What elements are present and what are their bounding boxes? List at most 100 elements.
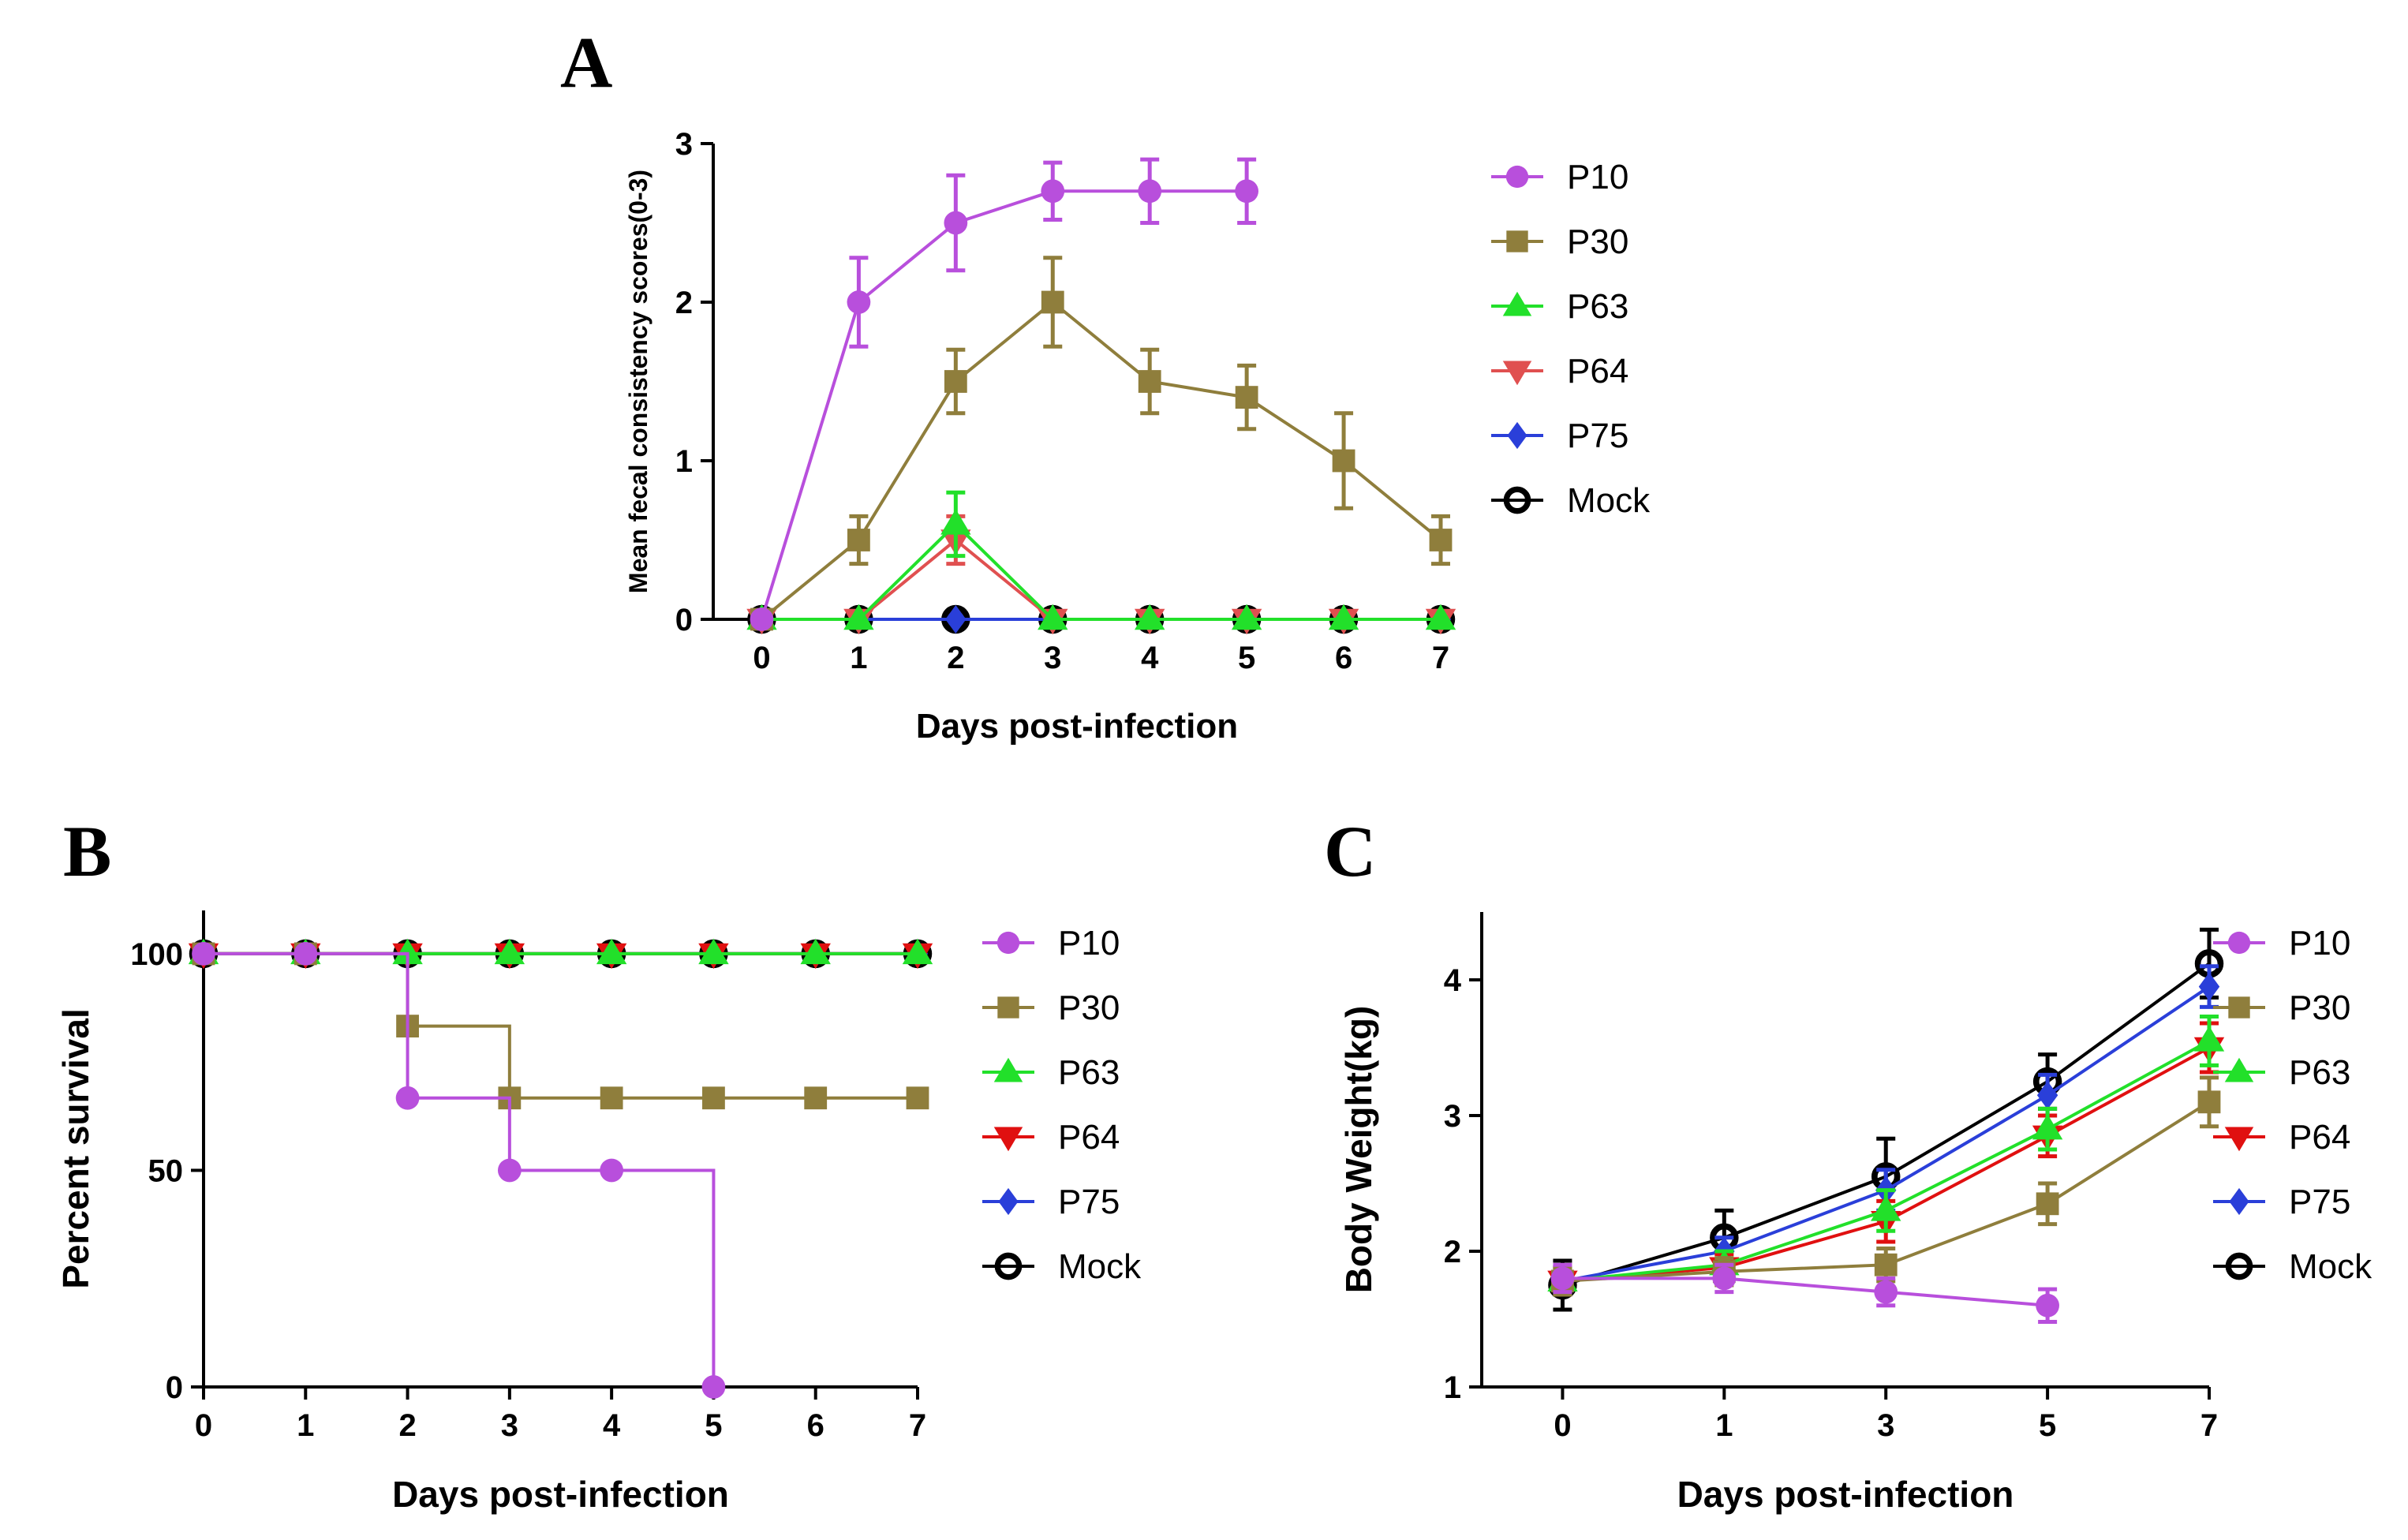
panel-c-point-p10 [1874,1280,1898,1304]
panel-a-legend-label: Mock [1567,481,1651,520]
panel-a-point-p75 [945,605,967,634]
panel-b-point-p10 [395,1086,420,1110]
panel-c-legend-item-p10: P10 [2213,924,2350,962]
panel-c-y-tick-label: 4 [1444,963,1462,998]
panel-c-legend: P10 P30 P63 P64 P75 Mock [2213,924,2372,1286]
panel-b-x-tick-label: 4 [603,1408,621,1443]
panel-a-x-tick-label: 6 [1335,641,1352,675]
panel-b-x-tick-label: 3 [501,1408,518,1443]
panel-a-point-p63 [940,509,971,535]
panel-a-legend-item-p30: P30 [1491,222,1628,261]
panel-b-point-p30 [906,1086,929,1110]
panel-c-legend-item-p63: P63 [2213,1053,2350,1092]
panel-a-y-tick-label: 3 [675,127,693,162]
panel-a-point-p30 [847,529,870,551]
panel-a-point-p63 [843,604,874,630]
panel-a-legend-label: P10 [1567,158,1628,196]
panel-b-legend-label: Mock [1058,1247,1142,1286]
panel-a-legend-marker [1507,421,1527,450]
panel-a-y-axis-title: Mean fecal consistency scores(0-3) [624,170,652,593]
panel-a-point-p10 [944,211,968,235]
panel-b-legend-marker [993,1057,1023,1082]
panel-b-x-tick-label: 1 [297,1408,314,1443]
panel-b-point-p10 [701,1375,726,1399]
panel-b-chart: 0 1 2 3 4 5 6 7 0 50 100 Days post-infection Percent… [55,910,1142,1515]
panel-b-point-p30 [600,1086,623,1110]
panel-letter-a: A [560,22,612,103]
panel-a-point-p10 [1138,179,1162,204]
panel-b-x-tick-label: 7 [909,1408,926,1443]
panel-b-x-tick-label: 0 [195,1408,212,1443]
panel-b-legend-label: P30 [1058,989,1120,1027]
panel-c-point-p30 [2197,1090,2221,1114]
panel-b-x-tick-label: 6 [807,1408,824,1443]
panel-a-series-p63-line [761,521,1441,621]
panel-b-point-p63 [800,938,831,965]
panel-a-legend-marker [1502,361,1532,386]
panel-a-chart: 0 1 2 3 4 5 6 7 0 1 2 3 Days post-infection Mean feca… [624,127,1651,746]
panel-b-legend-item-p30: P30 [982,989,1120,1027]
panel-b-point-p63 [902,938,933,965]
panel-a-point-p10 [750,607,774,631]
panel-c-legend-label: Mock [2289,1247,2372,1286]
panel-c-legend-label: P75 [2289,1183,2350,1221]
panel-b-point-p10 [294,942,318,966]
panel-a-x-tick-label: 5 [1238,641,1255,675]
panel-a-x-tick-label: 4 [1141,641,1159,675]
panel-b-x-tick-label: 5 [705,1408,722,1443]
panel-a-point-p10 [847,290,871,314]
panel-c-series-p75 [1552,964,2220,1297]
panel-b-point-p10 [600,1158,624,1183]
panel-c-legend-marker [2225,1252,2253,1280]
panel-b-legend-label: P63 [1058,1053,1120,1092]
panel-b-legend-item-mock: Mock [982,1247,1142,1286]
panel-a-x-tick-label: 1 [850,641,867,675]
panel-a-point-p30 [1041,290,1064,314]
panel-a-legend-item-p63: P63 [1491,287,1628,326]
panel-c-x-axis-title: Days post-infection [1677,1474,2014,1515]
panel-b-legend-item-p64: P64 [982,1118,1120,1157]
panel-letter-c: C [1324,811,1376,891]
panel-a-legend-item-p75: P75 [1491,417,1628,455]
panel-a-legend-label: P75 [1567,417,1628,455]
panel-b-legend-label: P64 [1058,1118,1120,1157]
panel-a-point-p10 [1235,179,1259,204]
panel-a-legend-item-mock: Mock [1491,481,1651,520]
panel-b-legend-label: P75 [1058,1183,1120,1221]
panel-a-series-p10 [750,157,1259,631]
panel-c-point-p63 [2193,1026,2225,1052]
panel-letter-b: B [63,811,111,891]
panel-c-x-tick-label: 1 [1715,1408,1733,1443]
panel-c-point-p75 [2036,1081,2058,1110]
panel-b-point-p63 [392,938,423,965]
panel-c-point-p10 [1550,1266,1575,1291]
panel-c-x-tick-label: 7 [2200,1408,2218,1443]
panel-a-x-tick-label: 0 [753,641,770,675]
panel-a-x-axis-title: Days post-infection [916,707,1238,746]
panel-b-legend-marker [993,1127,1023,1152]
panel-c-legend-item-p64: P64 [2213,1118,2350,1157]
panel-b-point-p63 [698,938,729,965]
panel-a-legend-label: P30 [1567,222,1628,261]
panel-a-x-tick-label: 3 [1044,641,1061,675]
panel-c-series-p10-line [1562,1276,2048,1307]
panel-b-series-p30-line [204,951,918,1100]
panel-a-point-p10 [1041,179,1065,204]
panel-b-point-p10 [497,1158,522,1183]
panel-c-point-p75 [2198,972,2220,1001]
panel-b-x-tick-label: 2 [398,1408,416,1443]
panel-a-point-p30 [1235,386,1258,409]
panel-b-point-p63 [596,938,627,965]
panel-c-y-axis-title: Body Weight(kg) [1338,1006,1379,1294]
panel-c-point-p63 [1871,1195,1901,1221]
panel-b-legend-marker [998,1187,1019,1216]
panel-a-series-p10-line [760,189,1247,620]
panel-c-y-tick-label: 3 [1444,1099,1461,1134]
panel-b-point-p30 [702,1086,725,1110]
panel-a-y-tick-label: 1 [675,444,693,479]
panel-a-series-p30-line [761,300,1442,621]
panel-a-x-tick-label: 2 [947,641,964,675]
panel-a-legend-label: P64 [1567,352,1628,391]
panel-c-legend-item-p30: P30 [2213,989,2350,1027]
